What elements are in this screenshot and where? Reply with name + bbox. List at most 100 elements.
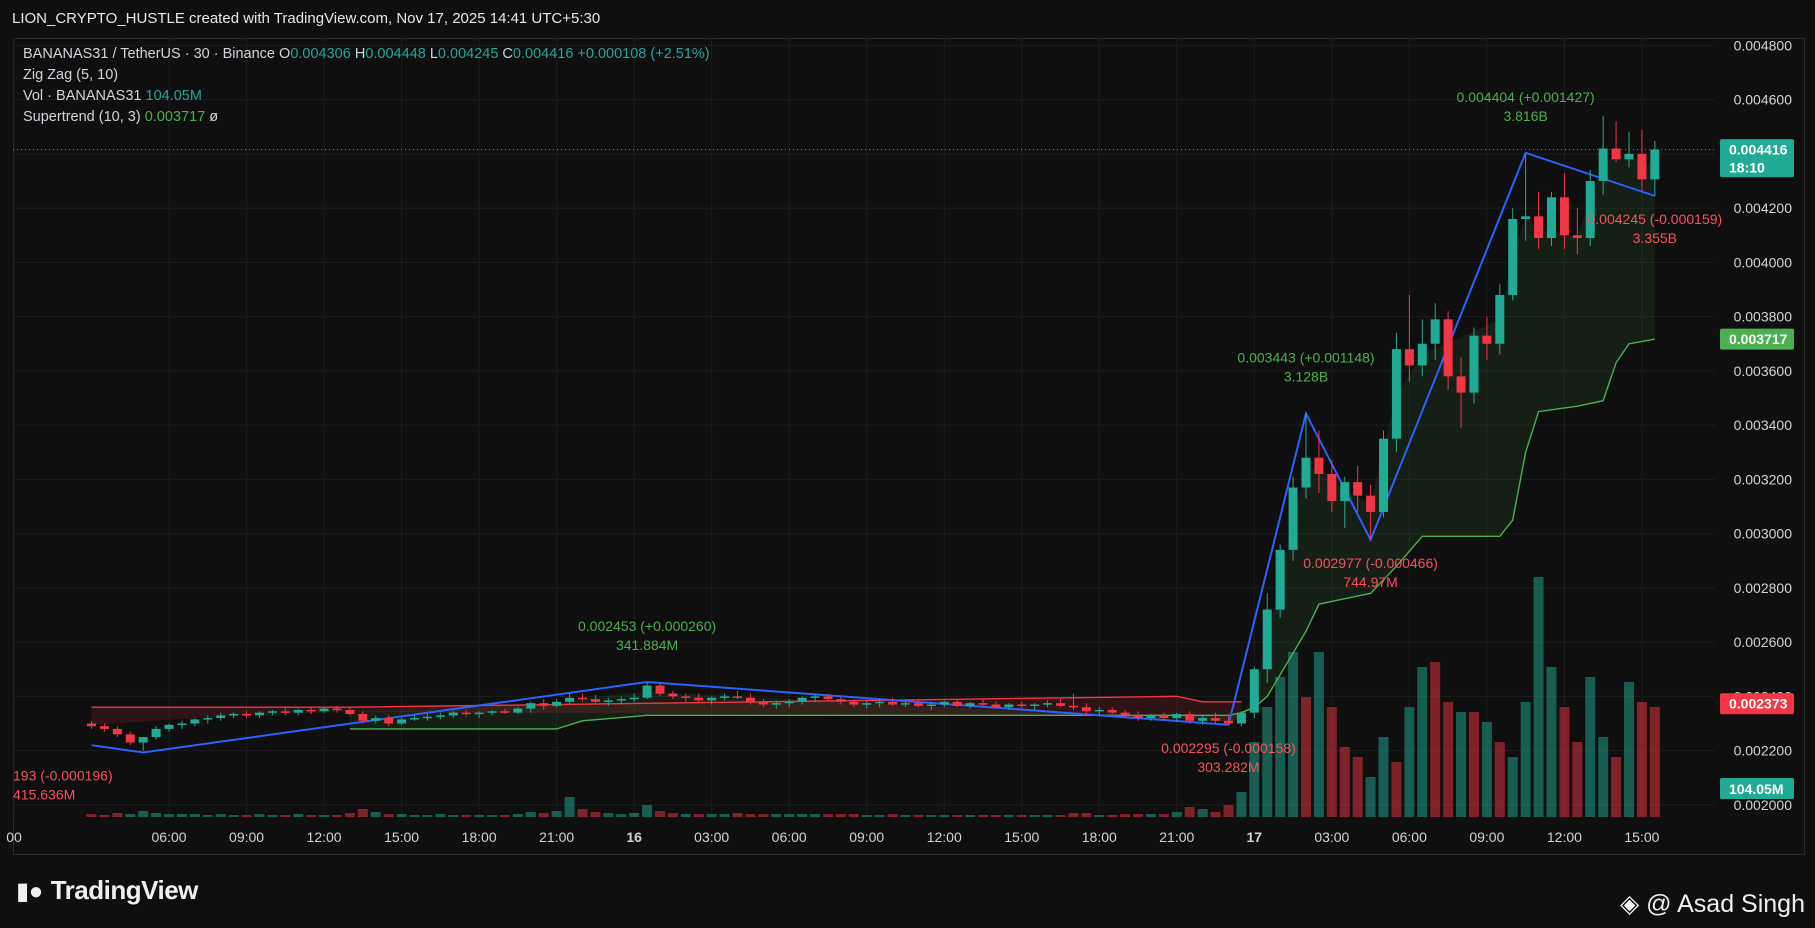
volume-bar [939,815,950,817]
candle-body [190,719,200,724]
low-label: L [429,46,438,62]
candle [1146,714,1156,721]
candle [939,700,949,708]
time-tick-label: 09:00 [1469,829,1504,845]
time-tick-label: 00 [6,829,22,845]
volume-bar [797,814,808,817]
candle-body [810,696,820,698]
candle [177,720,187,729]
candle-body [1159,715,1169,719]
tradingview-logo[interactable]: ▮● TradingView [16,875,198,906]
volume-bar [396,814,407,817]
candle-body [565,697,575,702]
volume-bar [1158,814,1169,817]
candle-body [888,701,898,705]
volume-bar [138,811,149,817]
time-tick-label: 15:00 [1004,829,1039,845]
candle [1598,115,1608,195]
volume-bar [125,814,136,817]
top-bar: LION_CRYPTO_HUSTLE created with TradingV… [0,0,1815,38]
candle [267,709,277,716]
volume-bar [771,814,782,817]
supertrend-value: 0.003717 [144,109,206,125]
candle-body [242,714,252,716]
volume-bar [370,812,381,817]
supertrend-legend-row[interactable]: Supertrend (10, 3) 0.003717 ø [23,107,710,128]
volume-bar [1507,757,1518,817]
pivot-price-label: 0.003443 (+0.001148) [1237,349,1374,365]
candle [474,711,484,719]
candle [1301,413,1311,499]
candle-body [1236,712,1246,724]
volume-bar [1301,697,1311,817]
candle-body [694,697,704,701]
symbol-legend-row[interactable]: BANANAS31 / TetherUS · 30 · Binance O0.0… [23,44,710,65]
candle [1185,711,1195,724]
candle-body [1534,216,1544,238]
candle-body [358,714,368,721]
tradingview-logo-text: TradingView [50,875,199,905]
price-tick-label: 0.004600 [1734,92,1793,108]
candle-body [823,696,833,700]
candle [965,701,975,709]
candle [280,707,290,716]
volume-bar [603,813,614,817]
volume-bar [655,811,665,817]
candle [410,715,420,721]
candle-body [1017,704,1027,707]
volume-bar [784,814,795,817]
volume-bar [344,813,355,817]
candle-body [1146,715,1156,719]
volume-bar [952,815,963,817]
time-tick-label: 06:00 [152,829,187,845]
binance-diamond-icon: ◈ [1619,890,1640,918]
candle-body [862,703,872,705]
candle [242,711,252,719]
volume-bar [293,814,304,817]
volume-bar [1533,577,1544,817]
volume-bar [1081,813,1092,817]
candle-body [1004,704,1014,708]
volume-bar [900,815,911,817]
volume-bar [1417,667,1428,817]
volume-bar [1145,814,1156,817]
candle [552,699,562,708]
candle [952,699,962,708]
candle-body [1133,715,1143,719]
volume-bar [577,809,588,817]
pivot-price-label: 0.002295 (-0.000158) [1161,740,1296,756]
chart-pane[interactable] [13,38,1805,855]
candle-body [1508,219,1518,295]
zigzag-label: Zig Zag (5, 10) [23,67,119,83]
candle-body [1482,335,1492,344]
candle [1198,715,1208,725]
candle-body [616,699,626,701]
candle [1353,465,1363,512]
candle [87,720,97,729]
volume-bar [810,814,821,817]
volume-legend-row[interactable]: Vol · BANANAS31 104.05M [23,86,710,107]
candle-body [1624,153,1634,160]
candle [1133,711,1143,721]
volume-bar [1094,815,1105,817]
candle-body [280,711,290,713]
volume-bar [499,815,510,817]
candle [1030,703,1040,710]
candle-body [836,699,846,702]
candle-body [87,723,97,727]
candle-body [1211,718,1221,721]
pivot-volume-label: 303.282M [1197,759,1259,775]
volume-bar [1120,814,1131,817]
zigzag-legend-row[interactable]: Zig Zag (5, 10) [23,65,710,86]
volume-bar [1003,815,1014,817]
volume-bar [1443,702,1454,817]
volume-bar [112,813,123,817]
volume-bar [965,815,976,817]
volume-bar [1288,652,1299,817]
volume-bar [189,814,200,817]
candle [745,693,755,705]
volume-bar [590,812,601,817]
candle-body [371,718,381,721]
candle-body [500,711,510,713]
